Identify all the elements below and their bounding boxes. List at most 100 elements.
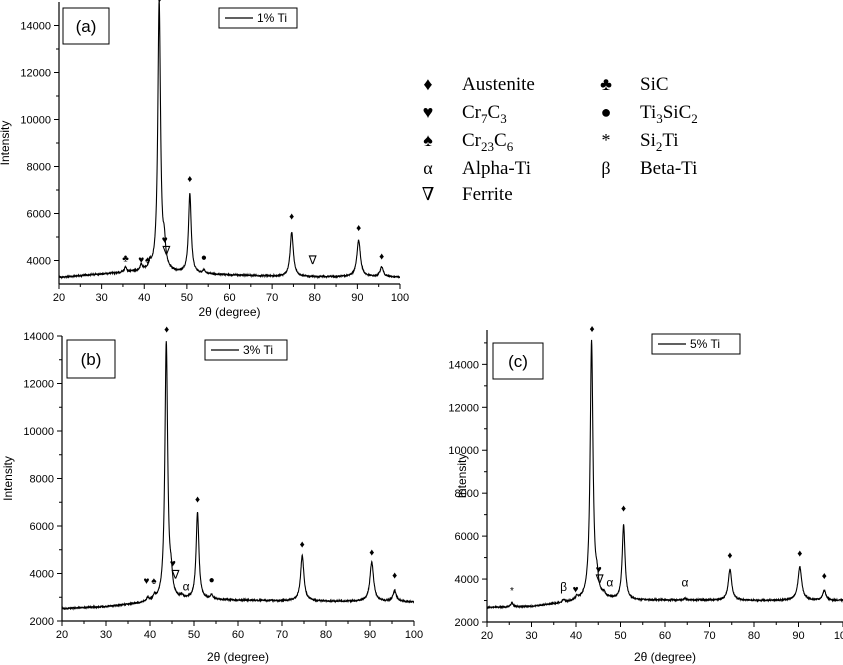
series-legend-label: 3% Ti — [243, 343, 273, 357]
y-tick-label: 6000 — [455, 531, 479, 543]
key-label-text: Cr — [462, 130, 482, 151]
phase-marker: α — [682, 576, 689, 590]
phase-marker: ♦ — [164, 324, 169, 335]
spectrum-line — [59, 0, 400, 280]
x-axis-label: 2θ (degree) — [207, 650, 269, 664]
phase-marker: ♥ — [596, 565, 602, 576]
phase-marker: ♦ — [379, 251, 384, 262]
x-tick-label: 80 — [309, 292, 321, 304]
key-symbol: ♣ — [600, 74, 612, 94]
key-label-text: C — [494, 130, 507, 151]
x-tick-label: 30 — [96, 292, 108, 304]
key-symbol: ♦ — [423, 74, 432, 94]
y-tick-label: 14000 — [23, 331, 54, 343]
y-tick-label: 14000 — [20, 21, 51, 33]
phase-marker: ♥ — [573, 584, 579, 595]
phase-marker: ♦ — [797, 549, 802, 560]
key-label: Alpha-Ti — [462, 158, 531, 179]
x-tick-label: 40 — [144, 629, 156, 641]
key-symbol: β — [601, 158, 610, 178]
key-label-text: Alpha-Ti — [462, 158, 531, 179]
y-tick-label: 8000 — [455, 488, 479, 500]
phase-marker: ♦ — [300, 539, 305, 550]
y-tick-label: 8000 — [27, 162, 51, 174]
phase-marker: ♥ — [170, 558, 176, 569]
x-axis-label: 2θ (degree) — [198, 305, 260, 319]
y-tick-label: 14000 — [448, 359, 479, 371]
phase-marker: ♦ — [822, 571, 827, 582]
key-label: Cr7C3 — [462, 102, 507, 126]
key-label: Si2Ti — [640, 130, 679, 154]
phase-marker: ♦ — [369, 548, 374, 559]
y-tick-label: 12000 — [23, 379, 54, 391]
phase-marker: α — [606, 576, 613, 590]
panel-label-box — [66, 339, 116, 379]
y-axis-label: Intensity — [455, 454, 469, 499]
y-tick-label: 8000 — [30, 474, 54, 486]
key-symbol: ♠ — [423, 130, 433, 150]
key-label-text: SiC — [663, 102, 692, 123]
key-label: Ti3SiC2 — [640, 102, 698, 126]
key-label-sub: 3 — [656, 111, 663, 126]
phase-marker: ● — [201, 253, 207, 264]
phase-marker: ♦ — [727, 551, 732, 562]
phase-marker: ∇ — [595, 572, 605, 586]
key-label-sub: 3 — [500, 111, 507, 126]
key-label: SiC — [640, 74, 669, 95]
x-tick-label: 90 — [792, 630, 804, 642]
key-label-sub: 7 — [481, 111, 488, 126]
key-label-text: Ti — [640, 102, 656, 123]
phase-marker: ∇ — [308, 253, 318, 267]
x-tick-label: 70 — [703, 630, 715, 642]
key-label-text: Austenite — [462, 74, 535, 95]
x-tick-label: 20 — [481, 630, 493, 642]
key-label-text: C — [488, 102, 501, 123]
phase-marker: ♦ — [289, 211, 294, 222]
key-symbol: ● — [601, 102, 612, 122]
panel-label-box — [62, 7, 110, 45]
key-label: Beta-Ti — [640, 158, 697, 179]
key-label: Cr23C6 — [462, 130, 514, 154]
chart-panel-1: 20 30 40 50 60 70 80 90 100 4000 6000 8000 10000 1200… — [0, 0, 409, 319]
series-legend-box — [204, 339, 288, 361]
y-tick-label: 10000 — [23, 426, 54, 438]
panel-label-box — [492, 342, 544, 380]
key-label: Ferrite — [462, 184, 513, 205]
spectrum-line — [62, 341, 414, 611]
phase-marker: ♥ — [144, 576, 150, 587]
x-tick-label: 40 — [138, 292, 150, 304]
y-tick-label: 4000 — [27, 256, 51, 268]
key-label-sub: 2 — [691, 111, 698, 126]
x-tick-label: 60 — [232, 629, 244, 641]
x-tick-label: 40 — [570, 630, 582, 642]
x-tick-label: 30 — [100, 629, 112, 641]
x-tick-label: 20 — [56, 629, 68, 641]
key-label-sub: 23 — [481, 139, 494, 154]
x-tick-label: 30 — [525, 630, 537, 642]
key-label-text: Beta-Ti — [640, 158, 697, 179]
phase-marker: β — [560, 580, 567, 594]
x-tick-label: 60 — [223, 292, 235, 304]
x-tick-label: 100 — [405, 629, 423, 641]
phase-marker: ♠ — [151, 576, 157, 587]
x-tick-label: 80 — [748, 630, 760, 642]
y-tick-label: 2000 — [455, 617, 479, 629]
key-label-text: Ti — [662, 130, 678, 151]
series-legend-box — [651, 333, 741, 355]
y-tick-label: 4000 — [30, 569, 54, 581]
phase-marker: ♦ — [392, 571, 397, 582]
phase-marker: ♦ — [356, 223, 361, 234]
y-tick-label: 6000 — [27, 209, 51, 221]
panel-label: (b) — [81, 350, 102, 369]
key-label-text: SiC — [640, 74, 669, 95]
x-tick-label: 100 — [391, 292, 409, 304]
key-label: Austenite — [462, 74, 535, 95]
y-tick-label: 10000 — [20, 115, 51, 127]
panel-label: (a) — [76, 17, 97, 36]
x-tick-label: 80 — [320, 629, 332, 641]
y-tick-label: 4000 — [455, 574, 479, 586]
x-tick-label: 20 — [53, 292, 65, 304]
panel-label: (c) — [508, 352, 528, 371]
x-tick-label: 70 — [266, 292, 278, 304]
